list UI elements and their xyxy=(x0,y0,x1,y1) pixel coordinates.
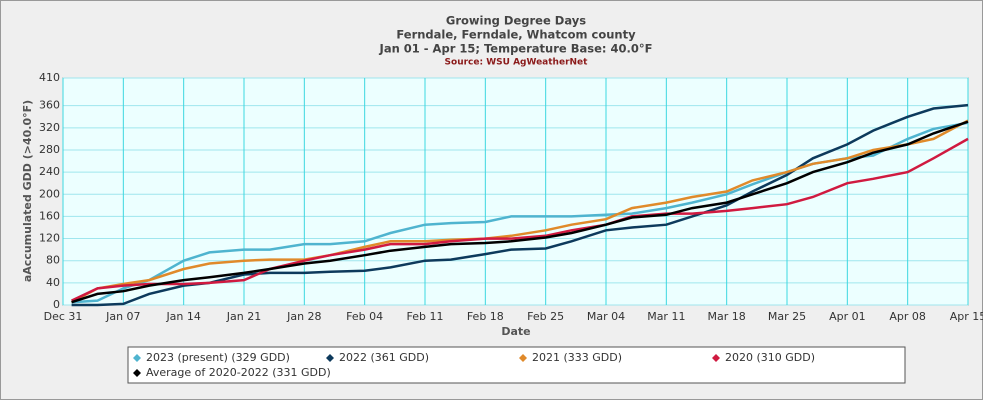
y-tick-label: 40 xyxy=(46,276,60,289)
x-tick-label: Jan 14 xyxy=(165,310,200,323)
x-tick-label: Feb 04 xyxy=(346,310,383,323)
y-tick-label: 80 xyxy=(46,254,60,267)
legend-marker xyxy=(326,354,334,362)
x-tick-label: Apr 15 xyxy=(950,310,983,323)
chart-title: Growing Degree Days xyxy=(446,14,586,28)
chart-subtitle: Jan 01 - Apr 15; Temperature Base: 40.0°… xyxy=(379,42,653,56)
y-tick-label: 0 xyxy=(53,298,60,311)
x-tick-label: Feb 18 xyxy=(467,310,504,323)
y-tick-label: 410 xyxy=(39,71,60,84)
x-tick-label: Jan 21 xyxy=(226,310,261,323)
y-tick-label: 200 xyxy=(39,187,60,200)
x-tick-label: Apr 08 xyxy=(889,310,926,323)
source: Source: WSU AgWeatherNet xyxy=(445,58,589,68)
legend-label: 2020 (310 GDD) xyxy=(725,351,815,364)
legend-marker xyxy=(133,369,141,377)
y-tick-label: 360 xyxy=(39,99,60,112)
legend-label: 2022 (361 GDD) xyxy=(339,351,429,364)
legend-label: 2021 (333 GDD) xyxy=(532,351,622,364)
x-tick-label: Feb 11 xyxy=(407,310,444,323)
y-tick-label: 160 xyxy=(39,209,60,222)
x-tick-label: Jan 07 xyxy=(105,310,140,323)
x-tick-label: Feb 25 xyxy=(527,310,564,323)
legend xyxy=(127,346,906,384)
y-tick-label: 120 xyxy=(39,232,60,245)
chart-subtitle: Ferndale, Ferndale, Whatcom county xyxy=(396,28,636,42)
x-tick-label: Mar 04 xyxy=(587,310,625,323)
x-tick-label: Mar 25 xyxy=(768,310,806,323)
y-tick-label: 320 xyxy=(39,121,60,134)
series-line xyxy=(71,120,969,304)
series-line xyxy=(71,119,969,304)
series-line xyxy=(71,137,969,302)
x-tick-label: Mar 18 xyxy=(708,310,746,323)
legend-label: 2023 (present) (329 GDD) xyxy=(146,351,290,364)
x-tick-label: Apr 01 xyxy=(829,310,866,323)
x-axis-label: Date xyxy=(501,325,530,338)
plot-area xyxy=(62,77,969,306)
legend-marker xyxy=(519,354,527,362)
legend-label: Average of 2020-2022 (331 GDD) xyxy=(146,366,331,379)
x-tick-label: Mar 11 xyxy=(647,310,685,323)
x-tick-label: Dec 31 xyxy=(44,310,83,323)
y-axis-label: aAccumulated GDD (>40.0°F) xyxy=(21,100,34,282)
y-tick-label: 280 xyxy=(39,143,60,156)
x-tick-label: Jan 28 xyxy=(286,310,321,323)
legend-marker xyxy=(712,354,720,362)
legend-marker xyxy=(133,354,141,362)
y-tick-label: 240 xyxy=(39,165,60,178)
